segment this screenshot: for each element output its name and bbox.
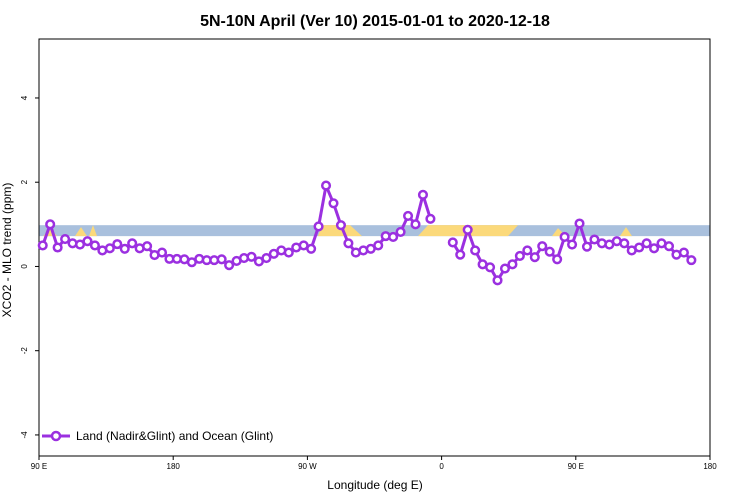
data-point — [589, 234, 600, 245]
data-point — [514, 250, 525, 261]
data-point — [142, 241, 153, 252]
data-point — [328, 198, 339, 209]
legend-entry-label: Land (Nadir&Glint) and Ocean (Glint) — [76, 429, 273, 443]
y-tick-label: -4 — [20, 431, 29, 439]
data-point — [581, 241, 593, 252]
land-band-segment — [75, 227, 87, 237]
data-point — [45, 219, 56, 230]
data-point — [313, 221, 324, 232]
chart-title: 5N-10N April (Ver 10) 2015-01-01 to 2020… — [200, 13, 550, 30]
data-point — [499, 263, 511, 274]
data-point — [112, 239, 123, 250]
data-point — [559, 231, 570, 243]
data-point — [462, 224, 473, 235]
x-tick-label: 180 — [703, 462, 717, 471]
data-point — [82, 236, 93, 247]
data-point — [403, 210, 414, 221]
data-point — [37, 240, 48, 251]
data-point — [343, 238, 354, 249]
x-axis: 90 E 180 90 W 0 90 E 180 — [31, 456, 717, 471]
data-point — [574, 218, 585, 229]
series-layer — [37, 180, 697, 286]
y-tick-label: -2 — [20, 347, 29, 355]
y-tick-label: 2 — [20, 179, 29, 184]
legend: Land (Nadir&Glint) and Ocean (Glint) — [42, 429, 273, 443]
data-point — [283, 247, 294, 258]
data-point — [127, 238, 138, 249]
data-point — [663, 241, 675, 252]
data-point — [417, 189, 429, 200]
data-point — [492, 275, 503, 286]
land-band-segment — [318, 225, 362, 237]
data-point — [335, 220, 347, 231]
data-point — [678, 247, 689, 258]
data-point — [649, 243, 660, 254]
data-point — [537, 241, 548, 252]
data-point — [60, 234, 71, 245]
data-point — [686, 255, 697, 266]
data-point — [224, 260, 235, 271]
plot-area: 90 E 180 90 W 0 90 E 180 -4 -2 0 2 4 — [20, 38, 717, 471]
data-point — [425, 213, 436, 224]
legend-marker-swatch — [50, 430, 62, 442]
ocean-band — [39, 225, 710, 237]
data-point — [320, 180, 332, 191]
data-point — [306, 243, 317, 254]
data-point — [447, 237, 458, 248]
data-point — [619, 238, 630, 249]
data-point — [89, 240, 100, 251]
data-point — [156, 247, 168, 258]
data-point — [529, 252, 540, 263]
data-point — [104, 243, 115, 254]
data-point — [52, 242, 63, 253]
x-tick-label: 90 E — [31, 462, 47, 471]
data-point — [388, 231, 399, 243]
data-point — [634, 242, 645, 253]
data-point — [119, 243, 130, 254]
data-point — [552, 254, 563, 265]
land-band-segment — [620, 227, 632, 237]
y-axis: -4 -2 0 2 4 — [20, 95, 39, 439]
data-point — [410, 219, 421, 230]
x-tick-label: 0 — [439, 462, 444, 471]
y-axis-label: XCO2 - MLO trend (ppm) — [0, 183, 14, 318]
data-point — [455, 249, 466, 260]
data-point — [522, 245, 533, 256]
y-tick-label: 4 — [20, 95, 29, 100]
data-point — [395, 226, 406, 237]
data-point — [470, 245, 481, 256]
data-point — [544, 246, 555, 257]
data-point — [216, 254, 227, 265]
x-tick-label: 180 — [167, 462, 181, 471]
x-tick-label: 90 W — [298, 462, 317, 471]
surface-type-band — [39, 225, 710, 237]
data-point — [567, 239, 578, 250]
data-point — [246, 251, 257, 262]
data-point — [261, 252, 272, 264]
x-axis-label: Longitude (deg E) — [327, 478, 422, 492]
data-point — [507, 259, 518, 270]
data-point — [373, 240, 384, 251]
data-point — [485, 262, 496, 273]
x-tick-label: 90 E — [568, 462, 584, 471]
y-tick-label: 0 — [20, 264, 29, 269]
data-point — [641, 238, 652, 249]
land-band-segment — [89, 225, 97, 237]
